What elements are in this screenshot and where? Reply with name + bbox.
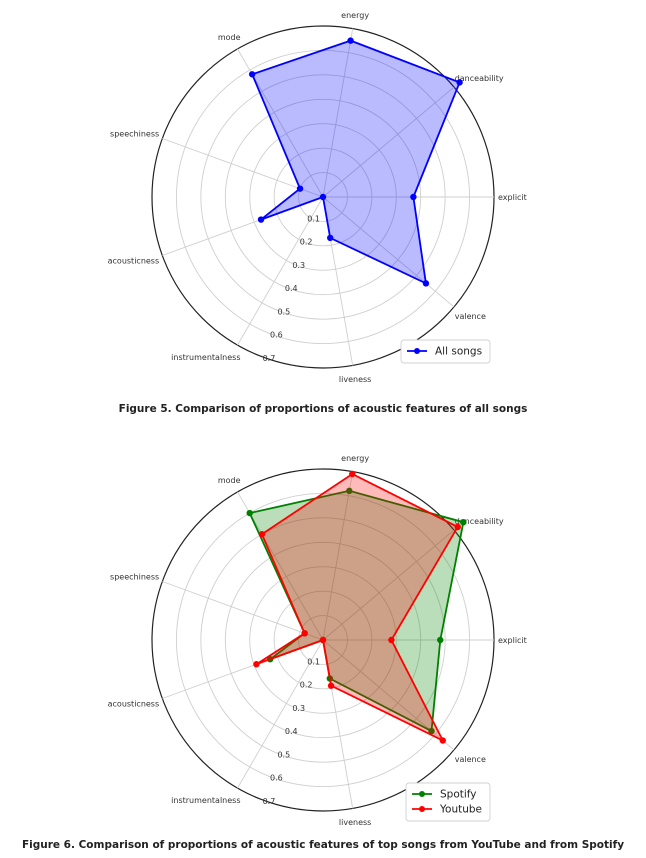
data-point-danceability: [456, 79, 463, 86]
radial-tick-label: 0.4: [285, 727, 298, 736]
legend-label: All songs: [435, 346, 482, 358]
spoke-energy: [322, 471, 354, 641]
axis-label-danceability: danceability: [455, 74, 504, 83]
data-point-speechiness: [296, 185, 304, 192]
data-point-liveness: [327, 682, 335, 689]
legend-marker: [419, 791, 425, 797]
data-point-instrumentalness: [319, 636, 327, 644]
axis-label-liveness: liveness: [339, 818, 371, 827]
axis-label-energy: energy: [341, 454, 369, 463]
data-point-energy: [349, 470, 356, 478]
axis-label-speechiness: speechiness: [110, 130, 159, 139]
series-area-spotify: [249, 490, 464, 732]
data-point-valence: [439, 737, 446, 744]
radial-tick-label: 0.7: [263, 797, 276, 806]
data-point-valence: [428, 727, 435, 735]
legend-label: Youtube: [439, 804, 482, 816]
data-point-energy: [347, 37, 354, 44]
radial-tick-label: 0.1: [307, 657, 320, 666]
axis-label-mode: mode: [218, 33, 241, 42]
data-point-mode: [248, 71, 256, 78]
figure-5-caption: Figure 5. Comparison of proportions of a…: [118, 403, 528, 415]
radial-tick-label: 0.4: [285, 284, 298, 293]
radial-tick-label: 0.2: [300, 681, 313, 690]
figure-6-caption: Figure 6. Comparison of proportions of a…: [21, 839, 625, 851]
legend-marker: [419, 806, 425, 812]
axis-label-danceability: danceability: [455, 517, 504, 526]
data-point-instrumentalness: [319, 193, 327, 201]
data-point-acousticness: [253, 661, 260, 668]
axis-label-instrumentalness: instrumentalness: [171, 353, 240, 362]
spoke-danceability: [322, 86, 455, 198]
radial-tick-label: 0.5: [277, 750, 290, 759]
data-point-explicit: [437, 636, 444, 644]
axis-label-mode: mode: [218, 476, 241, 485]
radial-tick-label: 0.6: [270, 331, 283, 340]
series-area-all-songs: [252, 40, 460, 284]
data-point-explicit: [410, 193, 417, 201]
radial-tick-label: 0.5: [277, 307, 290, 316]
series-line-spotify: [248, 489, 465, 733]
data-point-acousticness: [257, 216, 265, 223]
axis-label-energy: energy: [341, 11, 369, 20]
radial-tick-label: 0.1: [307, 214, 320, 223]
legend-label: Spotify: [440, 789, 477, 801]
axis-label-explicit: explicit: [498, 193, 527, 202]
axis-label-liveness: liveness: [339, 375, 371, 384]
axis-label-speechiness: speechiness: [110, 573, 159, 582]
series-area-youtube: [256, 474, 458, 741]
data-point-explicit: [388, 636, 395, 644]
radial-tick-label: 0.3: [292, 261, 305, 270]
radar-chart-spotify-vs-youtube: explicit danceability energy mode speechines…: [108, 454, 527, 827]
data-point-mode: [258, 531, 266, 538]
radial-tick-label: 0.3: [292, 704, 305, 713]
legend: [405, 782, 491, 822]
spoke-instrumentalness: [237, 639, 324, 789]
spoke-speechiness: [162, 138, 324, 198]
data-point-liveness: [327, 234, 334, 242]
spoke-valence: [322, 196, 455, 308]
radial-tick-label: 0.6: [270, 774, 283, 783]
series-line-all-songs: [250, 39, 461, 285]
axis-label-valence: valence: [455, 755, 486, 764]
data-point-danceability: [454, 523, 461, 531]
data-point-mode: [246, 509, 253, 517]
spoke-speechiness: [162, 581, 324, 641]
radial-tick-label: 0.7: [263, 354, 276, 363]
data-point-energy: [346, 487, 353, 495]
series-line-youtube: [255, 472, 459, 743]
radar-chart-all-songs: explicit danceability energy mode speechines…: [108, 11, 527, 384]
axis-label-acousticness: acousticness: [108, 256, 160, 265]
legend-marker: [414, 348, 420, 354]
axis-label-explicit: explicit: [498, 636, 527, 645]
spoke-energy: [322, 28, 354, 198]
data-point-danceability: [460, 519, 467, 526]
axis-label-acousticness: acousticness: [108, 699, 160, 708]
data-point-speechiness: [301, 630, 308, 637]
axis-label-valence: valence: [455, 312, 486, 321]
radial-tick-label: 0.2: [300, 238, 313, 247]
spoke-danceability: [322, 529, 455, 641]
legend: [400, 339, 491, 364]
data-point-valence: [422, 280, 430, 287]
spoke-instrumentalness: [237, 196, 324, 346]
axis-label-instrumentalness: instrumentalness: [171, 796, 240, 805]
